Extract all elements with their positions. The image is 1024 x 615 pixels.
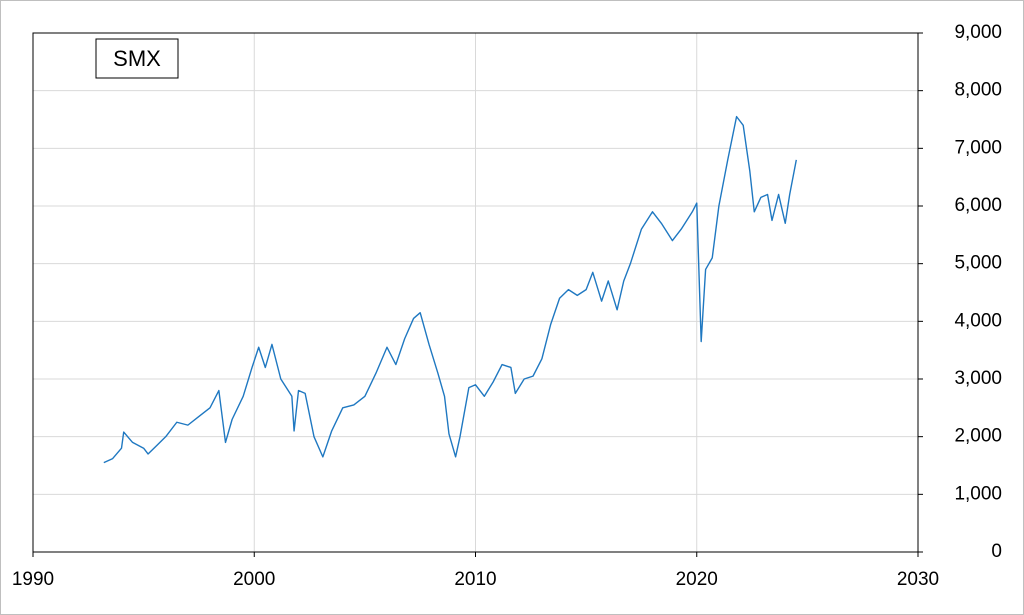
- chart-title: SMX: [113, 46, 161, 71]
- y-tick-label: 7,000: [954, 137, 1002, 158]
- y-tick-label: 8,000: [954, 80, 1002, 101]
- y-tick-label: 9,000: [954, 22, 1002, 43]
- y-tick-label: 1,000: [954, 483, 1002, 504]
- legend-box: [95, 38, 179, 79]
- y-tick-label: 4,000: [954, 310, 1002, 331]
- x-tick-label: 2020: [676, 569, 718, 590]
- y-tick-label: 3,000: [954, 368, 1002, 389]
- y-tick-label: 2,000: [954, 426, 1002, 447]
- y-tick-label: 5,000: [954, 253, 1002, 274]
- data-line: [103, 115, 797, 464]
- x-tick-label: 2030: [897, 569, 939, 590]
- y-tick-label: 0: [991, 541, 1002, 562]
- x-tick-label: 2010: [454, 569, 496, 590]
- x-tick-label: 2000: [233, 569, 275, 590]
- y-tick-label: 6,000: [954, 195, 1002, 216]
- x-tick-label: 1990: [12, 569, 54, 590]
